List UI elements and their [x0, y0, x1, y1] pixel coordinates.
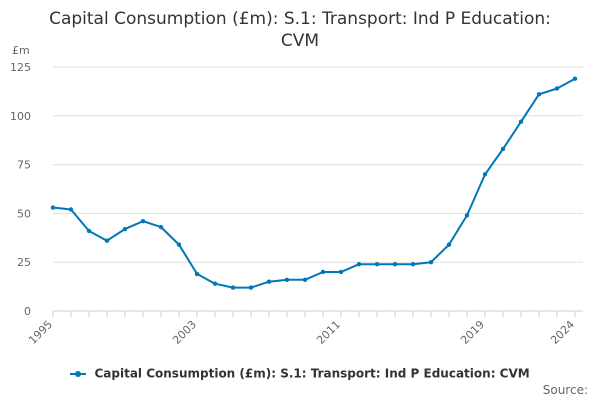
data-series [50, 76, 578, 290]
data-point-1997 [86, 228, 92, 234]
data-point-1996 [68, 207, 74, 212]
series-line [52, 77, 576, 289]
y-tick-label-25: 25 [17, 256, 31, 269]
data-point-2005 [230, 285, 236, 290]
data-point-2022 [536, 92, 542, 97]
y-axis-ticks: 0 25 50 75 100 125 [10, 61, 31, 318]
data-point-2016 [428, 260, 434, 265]
data-point-2024 [572, 76, 578, 81]
data-point-2004 [212, 281, 218, 286]
data-point-2020 [500, 146, 506, 152]
y-tick-label-50: 50 [17, 207, 31, 220]
data-point-1998 [104, 238, 110, 243]
data-point-2006 [248, 285, 254, 290]
legend-line-icon [70, 370, 87, 378]
data-point-2013 [374, 261, 380, 267]
data-point-2019 [482, 172, 488, 177]
y-tick-label-75: 75 [17, 159, 31, 172]
y-tick-label-0: 0 [24, 305, 31, 318]
chart-title-line-2: CVM [280, 31, 320, 51]
data-point-2008 [284, 277, 290, 282]
data-point-2015 [410, 261, 416, 267]
x-tick-label-2011: 2011 [314, 318, 343, 347]
gridlines [53, 66, 583, 312]
data-point-2003 [194, 271, 200, 277]
data-point-2007 [266, 279, 272, 284]
legend: Capital Consumption (£m): S.1: Transport… [0, 366, 600, 381]
data-point-1995 [50, 205, 56, 210]
x-tick-label-2019: 2019 [458, 318, 487, 347]
data-point-2023 [554, 86, 560, 91]
x-tick-label-2003: 2003 [170, 318, 199, 347]
data-point-2001 [158, 224, 164, 230]
data-point-2018 [464, 213, 470, 218]
y-axis-unit-label: £m [12, 44, 30, 57]
legend-label: Capital Consumption (£m): S.1: Transport… [94, 366, 530, 381]
source-label: Source: [542, 383, 588, 397]
x-tick-label-2024: 2024 [548, 318, 577, 347]
data-point-2017 [446, 242, 452, 247]
data-point-2012 [356, 261, 362, 267]
chart-title-line-1: Capital Consumption (£m): S.1: Transport… [49, 9, 551, 29]
data-point-1999 [122, 226, 128, 232]
data-point-2014 [392, 261, 398, 267]
x-axis: 1995 2003 2011 2019 2024 [26, 311, 577, 347]
chart-title: Capital Consumption (£m): S.1: Transport… [0, 8, 600, 52]
y-tick-label-100: 100 [10, 110, 31, 123]
data-point-2021 [518, 119, 524, 124]
data-point-2000 [140, 219, 146, 224]
data-point-2011 [338, 269, 344, 275]
data-point-2009 [302, 277, 308, 282]
x-tick-label-1995: 1995 [26, 318, 55, 347]
y-tick-label-125: 125 [10, 61, 31, 74]
data-point-2010 [320, 269, 326, 275]
data-point-2002 [176, 242, 182, 247]
